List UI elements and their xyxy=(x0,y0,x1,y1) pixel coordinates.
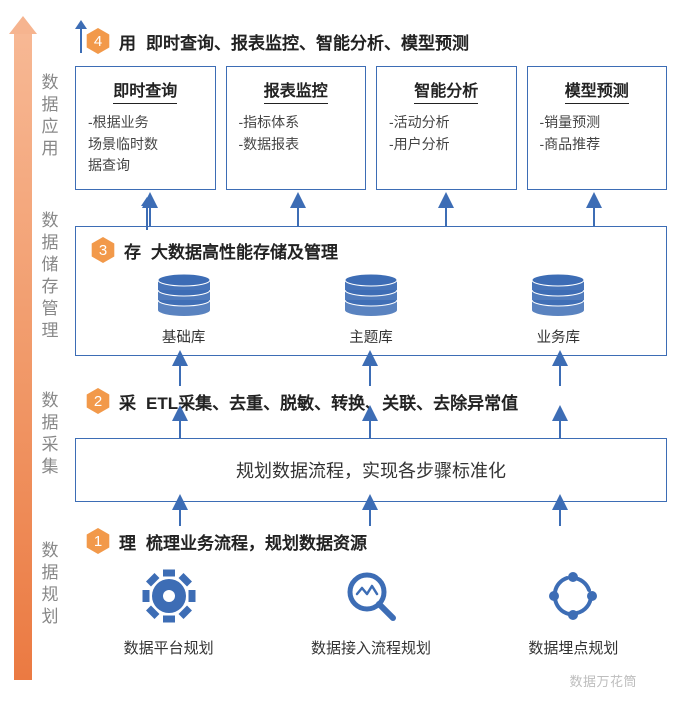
app-box-item: -销量预测 xyxy=(540,112,601,134)
stage1-desc: 梳理业务流程，规划数据资源 xyxy=(146,529,367,554)
app-box-items: -活动分析-用户分析 xyxy=(385,112,450,155)
app-box-item: 场景临时数 xyxy=(88,134,158,156)
stage2-box: 规划数据流程，实现各步骤标准化 xyxy=(75,438,667,502)
stage1-icon-item-1: 数据接入流程规划 xyxy=(311,568,431,658)
stage1-key: 理 xyxy=(119,529,136,554)
db-item-1: 主题库 xyxy=(342,273,400,347)
stage4-header: 4 用 即时查询、报表监控、智能分析、模型预测 xyxy=(85,28,667,54)
stage3-key: 存 xyxy=(124,238,141,263)
stage4-num: 4 xyxy=(94,33,102,50)
stage2-header: 2 采 ETL采集、去重、脱敏、转换、关联、去除异常值 xyxy=(85,388,667,414)
arrow-s3-to-box1: .arrow-up:nth-of-type(n)::after{height:2… xyxy=(141,197,153,206)
stage1-num: 1 xyxy=(94,533,102,550)
stage3-box: 3 存 大数据高性能存储及管理 基础库 主题库 业务库 xyxy=(75,226,667,356)
stage1-header: 1 理 梳理业务流程，规划数据资源 xyxy=(85,528,667,554)
gear-icon xyxy=(141,568,197,629)
stage1-badge: 1 xyxy=(85,528,111,554)
db-label: 主题库 xyxy=(349,326,393,347)
stage1-icon-item-0: 数据平台规划 xyxy=(124,568,214,658)
left-label-stage1: 数据规划 xyxy=(40,540,60,628)
app-box-title: 模型预测 xyxy=(565,77,629,104)
app-box-items: -根据业务场景临时数据查询 xyxy=(84,112,158,177)
app-box-3: 模型预测 -销量预测-商品推荐 xyxy=(527,66,668,190)
stage3-dbs: 基础库 主题库 业务库 xyxy=(90,273,652,347)
stage4-boxes: 即时查询 -根据业务场景临时数据查询 报表监控 -指标体系-数据报表 智能分析 -活动分析… xyxy=(75,66,667,190)
app-box-item: -用户分析 xyxy=(389,134,450,156)
app-box-title: 即时查询 xyxy=(113,77,177,104)
diagram-content: 4 用 即时查询、报表监控、智能分析、模型预测 即时查询 -根据业务场景临时数据查… xyxy=(75,20,667,702)
stage4-key: 用 xyxy=(119,29,136,54)
database-icon xyxy=(529,273,587,322)
stage3-badge: 3 xyxy=(90,237,116,263)
stage4-desc: 即时查询、报表监控、智能分析、模型预测 xyxy=(146,29,469,54)
left-label-stage3: 数据储存管理 xyxy=(40,210,60,343)
stage3-num: 3 xyxy=(99,242,107,259)
app-box-2: 智能分析 -活动分析-用户分析 xyxy=(376,66,517,190)
watermark: 数据万花筒 xyxy=(569,671,637,690)
app-box-items: -指标体系-数据报表 xyxy=(235,112,300,155)
stage2-num: 2 xyxy=(94,393,102,410)
arrow-s3-to-box1 xyxy=(75,20,87,29)
stage4-badge: 4 xyxy=(85,28,111,54)
db-item-0: 基础库 xyxy=(155,273,213,347)
stage1-icon-label: 数据接入流程规划 xyxy=(311,637,431,658)
stage3-header: 3 存 大数据高性能存储及管理 xyxy=(90,237,652,263)
left-label-stage4: 数据应用 xyxy=(40,72,60,160)
app-box-0: 即时查询 -根据业务场景临时数据查询 xyxy=(75,66,216,190)
database-icon xyxy=(342,273,400,322)
stage3-desc: 大数据高性能存储及管理 xyxy=(151,238,338,263)
stage1-icons: 数据平台规划 数据接入流程规划 数据埋点规划 xyxy=(75,568,667,658)
db-item-2: 业务库 xyxy=(529,273,587,347)
app-box-title: 智能分析 xyxy=(414,77,478,104)
app-box-item: -指标体系 xyxy=(239,112,300,134)
stage1-icon-label: 数据平台规划 xyxy=(124,637,214,658)
stage2-desc: ETL采集、去重、脱敏、转换、关联、去除异常值 xyxy=(146,389,518,414)
magnify-icon xyxy=(343,568,399,629)
app-box-item: -活动分析 xyxy=(389,112,450,134)
app-box-item: -商品推荐 xyxy=(540,134,601,156)
stage1-icon-label: 数据埋点规划 xyxy=(528,637,618,658)
db-label: 业务库 xyxy=(537,326,581,347)
stage1-icon-item-2: 数据埋点规划 xyxy=(528,568,618,658)
app-box-title: 报表监控 xyxy=(264,77,328,104)
stage2-key: 采 xyxy=(119,389,136,414)
left-gradient-arrow xyxy=(14,30,32,680)
app-box-item: -根据业务 xyxy=(88,112,158,134)
app-box-items: -销量预测-商品推荐 xyxy=(536,112,601,155)
stage2-badge: 2 xyxy=(85,388,111,414)
cycle-icon xyxy=(545,568,601,629)
app-box-item: 据查询 xyxy=(88,155,158,177)
db-label: 基础库 xyxy=(162,326,206,347)
app-box-item: -数据报表 xyxy=(239,134,300,156)
app-box-1: 报表监控 -指标体系-数据报表 xyxy=(226,66,367,190)
database-icon xyxy=(155,273,213,322)
left-label-stage2: 数据采集 xyxy=(40,390,60,478)
